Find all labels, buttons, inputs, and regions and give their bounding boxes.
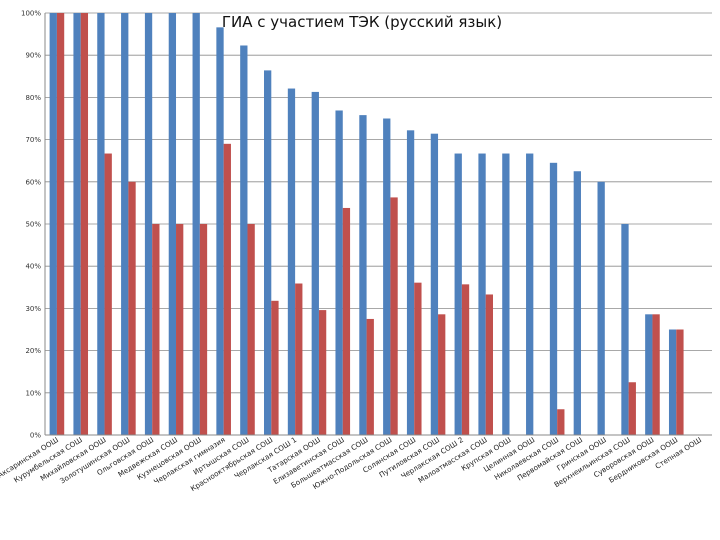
bar-series2-21 [557,409,565,435]
y-tick-label: 80% [25,94,41,102]
y-tick-label: 40% [25,263,41,271]
bar-series2-3 [128,181,136,435]
bar-series2-7 [223,143,231,435]
bar-series1-26 [668,329,677,435]
bar-series2-18 [485,294,493,435]
bar-series1-4 [144,13,153,435]
y-tick-label: 100% [21,10,41,18]
bar-series2-1 [80,13,89,435]
bar-series1-10 [287,88,296,435]
bar-series1-25 [645,314,653,435]
bar-series1-11 [311,91,319,435]
y-tick-label: 30% [25,305,41,313]
bar-series2-4 [152,224,160,435]
bar-series2-10 [295,283,303,435]
y-tick-label: 60% [25,178,41,186]
bar-series2-13 [366,318,374,435]
bar-series1-22 [573,171,581,435]
bar-series1-9 [264,70,272,435]
bar-series1-17 [454,153,462,435]
bar-series1-19 [502,153,510,435]
bar-series2-17 [461,284,470,435]
bar-series2-26 [676,329,684,435]
bar-series1-0 [49,13,57,435]
axes [44,13,712,436]
bar-series2-24 [628,382,636,435]
bar-series1-20 [526,153,534,435]
bar-series1-15 [406,130,415,435]
bar-series2-25 [652,314,660,435]
bar-series1-21 [549,162,558,435]
bars [49,13,684,436]
y-tick-label: 90% [25,52,41,60]
bar-series1-14 [383,118,391,435]
bar-series2-16 [438,314,446,435]
bar-series1-16 [430,133,439,435]
y-tick-label: 10% [25,389,41,397]
y-tick-label: 0% [30,432,41,440]
bar-series2-9 [271,300,279,435]
bar-series2-8 [247,224,255,435]
bar-series2-12 [342,207,351,435]
bar-series2-5 [176,224,184,435]
bar-series1-7 [216,27,224,435]
bar-series2-14 [390,197,398,435]
y-tick-label: 20% [25,347,41,355]
bar-series1-13 [359,115,367,436]
y-tick-label: 50% [25,221,41,229]
bar-series1-5 [168,13,177,435]
bar-series2-15 [414,282,422,435]
y-tick-labels: 0% 10% 20% 30% 40% 50% 60% 70% 80% 90% 100% [21,10,41,440]
bar-series2-11 [318,310,327,435]
bar-series1-23 [597,181,605,435]
bar-series1-6 [192,13,200,435]
bar-series1-12 [335,110,343,435]
bar-series1-2 [97,13,105,435]
bar-series2-0 [56,13,65,435]
bar-series1-3 [121,13,129,435]
bar-series1-8 [240,45,248,436]
bar-series2-6 [199,224,208,435]
bar-series1-1 [73,13,81,435]
chart-title: ГИА с участием ТЭК (русский язык) [222,13,502,31]
bar-series2-2 [104,153,112,435]
bar-series1-24 [621,224,629,435]
y-tick-label: 70% [25,136,41,144]
bar-series1-18 [478,153,486,435]
